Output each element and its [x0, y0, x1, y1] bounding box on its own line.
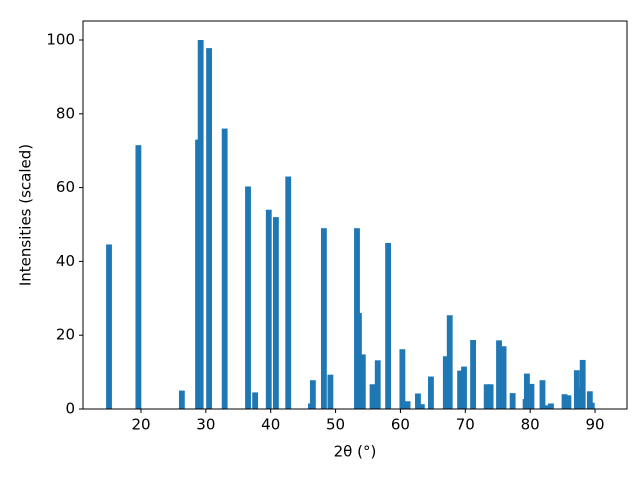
x-tick-label: 80 — [521, 416, 540, 434]
bar — [579, 359, 586, 409]
x-axis-label: 2θ (°) — [334, 443, 377, 461]
y-tick-label: 40 — [56, 252, 75, 270]
bar — [576, 387, 583, 409]
bar — [374, 360, 381, 409]
bar — [399, 349, 406, 409]
y-tick-label: 60 — [56, 178, 75, 196]
plot-frame — [82, 20, 628, 410]
x-tick-label: 70 — [456, 416, 475, 434]
bar — [500, 346, 507, 409]
bar — [539, 380, 546, 409]
y-axis-label: Intensities (scaled) — [17, 144, 35, 286]
bar — [588, 402, 595, 409]
bar — [446, 315, 453, 409]
x-tick-label: 30 — [196, 416, 215, 434]
bar — [418, 404, 425, 409]
y-tick-label: 100 — [46, 31, 75, 49]
bar — [428, 376, 434, 409]
bar — [547, 403, 554, 409]
bar — [542, 405, 549, 409]
bar — [135, 145, 142, 410]
y-tick-label: 20 — [56, 326, 75, 344]
bar — [245, 186, 251, 409]
bar — [509, 393, 516, 409]
bar — [252, 392, 259, 409]
y-tick-label: 0 — [65, 400, 75, 418]
bar — [586, 391, 593, 409]
bar — [457, 370, 464, 409]
x-tick-label: 40 — [261, 416, 280, 434]
y-tick-label: 80 — [56, 104, 75, 122]
bar — [461, 366, 467, 409]
bar — [561, 394, 568, 409]
bar — [483, 384, 490, 409]
x-tick-label: 20 — [131, 416, 150, 434]
bar — [496, 340, 502, 409]
bar — [272, 217, 279, 409]
bar — [442, 356, 449, 409]
bar — [320, 228, 327, 409]
bar — [404, 401, 411, 409]
bar — [356, 313, 362, 409]
bar — [565, 395, 572, 409]
bar — [206, 48, 213, 410]
bar — [470, 339, 477, 409]
bar — [369, 384, 376, 409]
x-tick-label: 50 — [326, 416, 345, 434]
bar — [265, 209, 272, 409]
x-tick-label: 60 — [391, 416, 410, 434]
bar — [359, 354, 366, 409]
bar — [327, 374, 334, 409]
bar — [523, 373, 530, 409]
bar — [487, 384, 494, 409]
x-tick-label: 90 — [585, 416, 604, 434]
bar — [385, 242, 392, 409]
bar — [197, 40, 204, 410]
bar — [309, 380, 316, 409]
bar — [415, 393, 421, 409]
bar — [528, 383, 535, 409]
bar — [285, 176, 292, 409]
bar — [106, 244, 112, 409]
bar — [178, 390, 185, 409]
bar — [221, 128, 228, 409]
